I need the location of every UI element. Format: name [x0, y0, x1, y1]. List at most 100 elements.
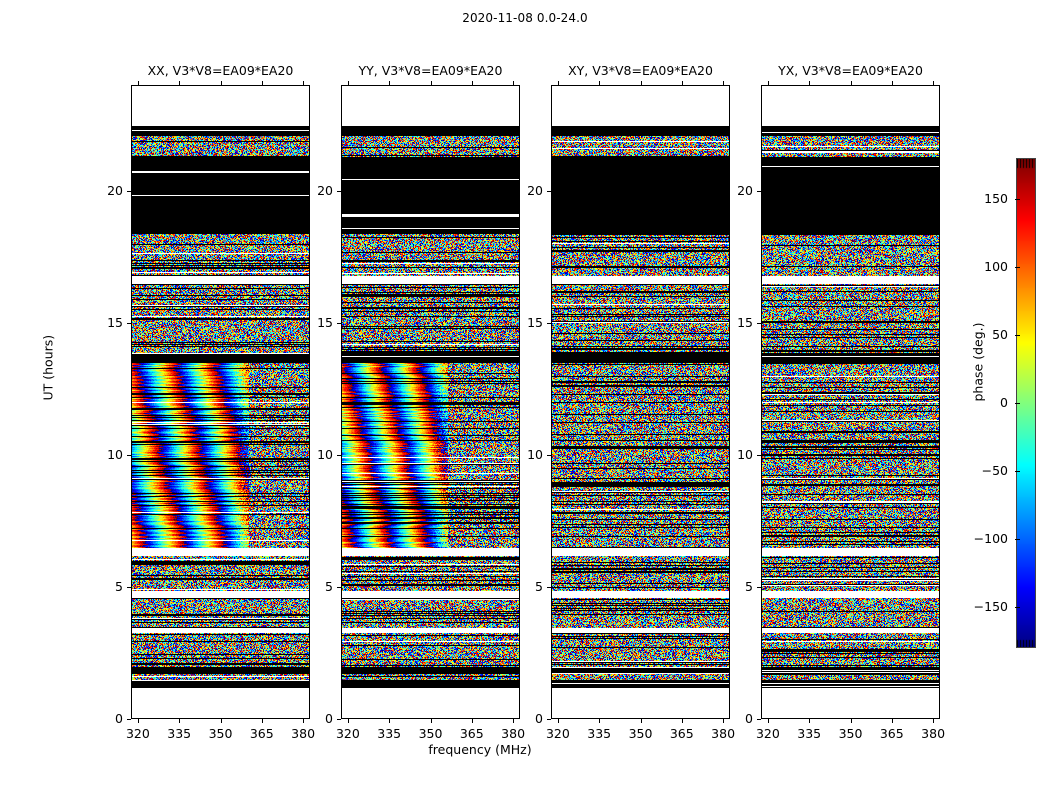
ytick-label: 0 — [115, 711, 123, 726]
ytick-mark — [757, 191, 761, 192]
colorbar-tick-label: −100 — [973, 531, 1008, 547]
xtick-mark — [682, 719, 683, 723]
xtick-mark — [851, 719, 852, 723]
ytick-label: 10 — [737, 446, 753, 462]
ytick-label: 5 — [115, 578, 123, 594]
xtick-mark-top — [348, 81, 349, 85]
xtick-label: 335 — [587, 726, 612, 741]
xtick-label: 335 — [167, 726, 192, 741]
ytick-mark — [337, 719, 341, 720]
xtick-mark-top — [558, 81, 559, 85]
ytick-mark — [547, 323, 551, 324]
xtick-label: 380 — [711, 726, 736, 741]
ytick-label: 0 — [535, 711, 543, 726]
ytick-mark — [127, 323, 131, 324]
ytick-mark — [547, 455, 551, 456]
ytick-label: 10 — [527, 446, 543, 462]
xtick-mark-top — [641, 81, 642, 85]
xtick-label: 320 — [335, 726, 360, 741]
colorbar-tick-label: 50 — [992, 326, 1008, 342]
xtick-mark-top — [303, 81, 304, 85]
waterfall-image-yy — [342, 86, 519, 718]
xtick-mark-top — [723, 81, 724, 85]
ytick-label: 20 — [317, 182, 333, 198]
xtick-mark-top — [809, 81, 810, 85]
waterfall-image-yx — [762, 86, 939, 718]
xtick-label: 335 — [377, 726, 402, 741]
xtick-mark-top — [179, 81, 180, 85]
ytick-mark — [547, 191, 551, 192]
xtick-mark — [513, 719, 514, 723]
xtick-label: 365 — [459, 726, 484, 741]
ytick-mark — [337, 587, 341, 588]
xtick-mark-top — [262, 81, 263, 85]
ytick-mark — [127, 191, 131, 192]
panel-title-xx: XX, V3*V8=EA09*EA20 — [147, 63, 294, 78]
waterfall-panel-xx — [131, 85, 310, 719]
xtick-mark — [389, 719, 390, 723]
xtick-mark — [641, 719, 642, 723]
xtick-label: 380 — [921, 726, 946, 741]
ytick-label: 5 — [745, 578, 753, 594]
ytick-mark — [127, 719, 131, 720]
colorbar-tick-mark — [1015, 539, 1020, 540]
xtick-label: 380 — [291, 726, 316, 741]
xtick-mark — [303, 719, 304, 723]
xtick-mark — [472, 719, 473, 723]
ytick-mark — [757, 455, 761, 456]
xtick-mark — [599, 719, 600, 723]
waterfall-panel-yx — [761, 85, 940, 719]
xtick-label: 320 — [545, 726, 570, 741]
ytick-mark — [127, 587, 131, 588]
ytick-mark — [337, 191, 341, 192]
ytick-label: 0 — [745, 711, 753, 726]
panel-title-yx: YX, V3*V8=EA09*EA20 — [778, 63, 923, 78]
xtick-mark — [768, 719, 769, 723]
xtick-mark — [723, 719, 724, 723]
colorbar-tick-mark — [1015, 403, 1020, 404]
xtick-label: 335 — [797, 726, 822, 741]
waterfall-panel-xy — [551, 85, 730, 719]
ytick-mark — [757, 719, 761, 720]
colorbar-tick-label: −150 — [973, 599, 1008, 615]
xtick-mark — [262, 719, 263, 723]
xtick-mark-top — [221, 81, 222, 85]
panel-title-xy: XY, V3*V8=EA09*EA20 — [568, 63, 713, 78]
panel-title-yy: YY, V3*V8=EA09*EA20 — [358, 63, 503, 78]
xtick-mark — [179, 719, 180, 723]
xtick-mark — [221, 719, 222, 723]
xtick-label: 350 — [418, 726, 443, 741]
xtick-mark — [431, 719, 432, 723]
xtick-mark-top — [851, 81, 852, 85]
ytick-label: 10 — [317, 446, 333, 462]
waterfall-image-xx — [132, 86, 309, 718]
ytick-label: 20 — [737, 182, 753, 198]
ytick-mark — [337, 323, 341, 324]
colorbar-tick-label: 150 — [984, 190, 1008, 206]
xtick-label: 320 — [125, 726, 150, 741]
colorbar-tick-label: 0 — [1000, 395, 1008, 410]
xtick-mark-top — [138, 81, 139, 85]
xtick-mark — [892, 719, 893, 723]
ytick-mark — [127, 455, 131, 456]
x-axis-label: frequency (MHz) — [428, 742, 532, 757]
colorbar-tick-mark — [1015, 199, 1020, 200]
xtick-mark — [933, 719, 934, 723]
xtick-mark — [348, 719, 349, 723]
xtick-mark-top — [933, 81, 934, 85]
xtick-mark — [558, 719, 559, 723]
xtick-mark-top — [431, 81, 432, 85]
ytick-label: 15 — [107, 314, 123, 330]
colorbar-tick-mark — [1015, 267, 1020, 268]
colorbar-tick-mark — [1015, 335, 1020, 336]
colorbar-tick-mark — [1015, 471, 1020, 472]
xtick-mark-top — [513, 81, 514, 85]
ytick-label: 20 — [107, 182, 123, 198]
xtick-mark-top — [682, 81, 683, 85]
ytick-label: 20 — [527, 182, 543, 198]
colorbar-tick-label: 100 — [984, 258, 1008, 274]
ytick-mark — [337, 455, 341, 456]
xtick-label: 380 — [501, 726, 526, 741]
ytick-label: 15 — [317, 314, 333, 330]
